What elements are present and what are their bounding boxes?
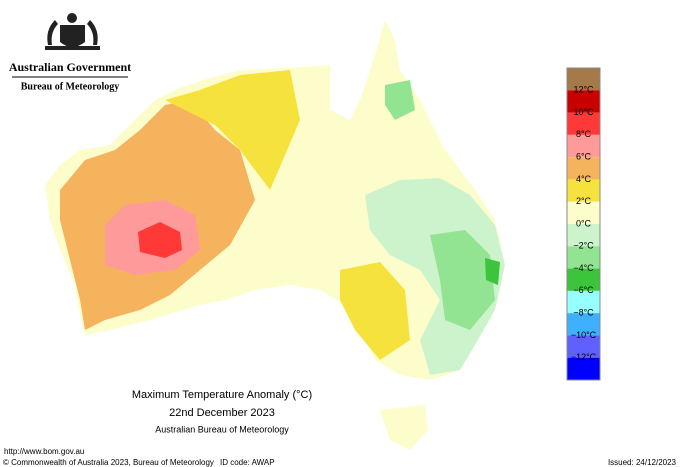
cold-spot (485, 258, 500, 285)
legend-swatch (567, 268, 600, 291)
legend-swatch (567, 201, 600, 224)
cape-york-green (385, 80, 415, 120)
legend-swatch (567, 357, 600, 380)
legend-label: 6°C (576, 152, 592, 162)
legend-swatch (567, 246, 600, 269)
legend-label: −10°C (571, 330, 597, 340)
legend-swatch (567, 68, 600, 91)
legend-label: 0°C (576, 218, 592, 228)
url: http://www.bom.gov.au (4, 447, 84, 456)
legend-swatch (567, 90, 600, 113)
legend-label: −4°C (573, 263, 594, 273)
australia-map (45, 20, 505, 450)
legend: 12°C 10°C 8°C 6°C 4°C 2°C 0°C −2°C −4°C −6°C −8°C −… (566, 67, 601, 381)
legend-frame (566, 67, 601, 381)
tasmania (380, 405, 428, 450)
map-date: 22nd December 2023 (169, 407, 275, 419)
legend-swatch (567, 335, 600, 358)
legend-label: 12°C (573, 85, 594, 95)
legend-swatch (567, 313, 600, 336)
legend-label: 8°C (576, 129, 592, 139)
government-name: Australian Government (9, 60, 131, 74)
legend-label: 2°C (576, 196, 592, 206)
bureau-name: Bureau of Meteorology (21, 81, 120, 92)
map-source: Australian Bureau of Meteorology (155, 424, 289, 434)
legend-label: −8°C (573, 308, 594, 318)
legend-label: −2°C (573, 241, 594, 251)
legend-label: 4°C (576, 174, 592, 184)
map-title: Maximum Temperature Anomaly (°C) (132, 389, 312, 401)
yellow-north (165, 70, 300, 190)
id-code: ID code: AWAP (220, 458, 275, 467)
hot-core (138, 222, 182, 258)
copyright: © Commonwealth of Australia 2023, Bureau… (3, 458, 214, 467)
crest (45, 13, 100, 50)
legend-swatch (567, 134, 600, 158)
legend-swatch (567, 157, 600, 180)
issued: Issued: 24/12/2023 (608, 458, 677, 467)
legend-swatch (567, 290, 600, 314)
cooler-east (430, 230, 495, 330)
yellow-south (340, 262, 410, 360)
legend-swatch (567, 179, 600, 202)
legend-label: −6°C (573, 285, 594, 295)
legend-label: 10°C (573, 107, 594, 117)
legend-swatch (567, 224, 600, 247)
legend-label: −12°C (571, 352, 597, 362)
legend-swatch (567, 112, 600, 135)
